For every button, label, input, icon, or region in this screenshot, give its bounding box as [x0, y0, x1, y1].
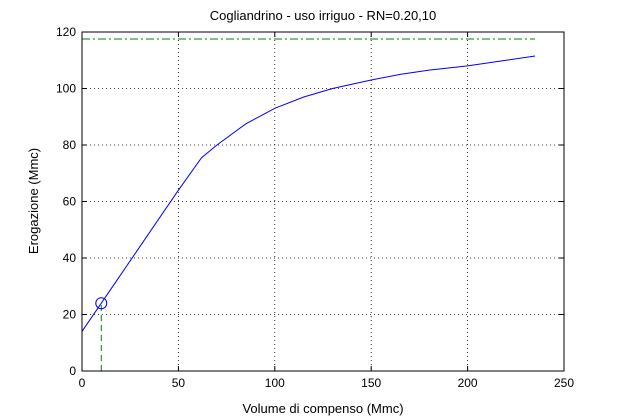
y-tick-label: 120 [56, 25, 76, 39]
y-tick-label: 20 [63, 308, 77, 322]
y-tick-label: 100 [56, 82, 76, 96]
y-tick-label: 0 [69, 364, 76, 378]
x-tick-label: 100 [265, 376, 285, 390]
x-tick-label: 200 [458, 376, 478, 390]
chart-title: Cogliandrino - uso irriguo - RN=0.20,10 [210, 8, 437, 23]
markers-group [95, 297, 108, 310]
x-tick-label: 0 [79, 376, 86, 390]
grid [82, 32, 564, 371]
y-tick-label: 40 [63, 251, 77, 265]
circle-marker-0 [95, 297, 108, 310]
y-axis-label: Erogazione (Mmc) [26, 148, 41, 254]
y-tick-label: 80 [63, 138, 77, 152]
x-tick-label: 150 [361, 376, 381, 390]
series-group [81, 38, 536, 371]
series-line-0 [81, 55, 536, 332]
x-axis-label: Volume di compenso (Mmc) [242, 401, 403, 416]
y-tick-label: 60 [63, 195, 77, 209]
x-tick-label: 250 [554, 376, 574, 390]
ticks: 0 50 100 150 200 250 0 20 40 60 80 100 120 [56, 25, 574, 390]
x-tick-label: 50 [172, 376, 186, 390]
